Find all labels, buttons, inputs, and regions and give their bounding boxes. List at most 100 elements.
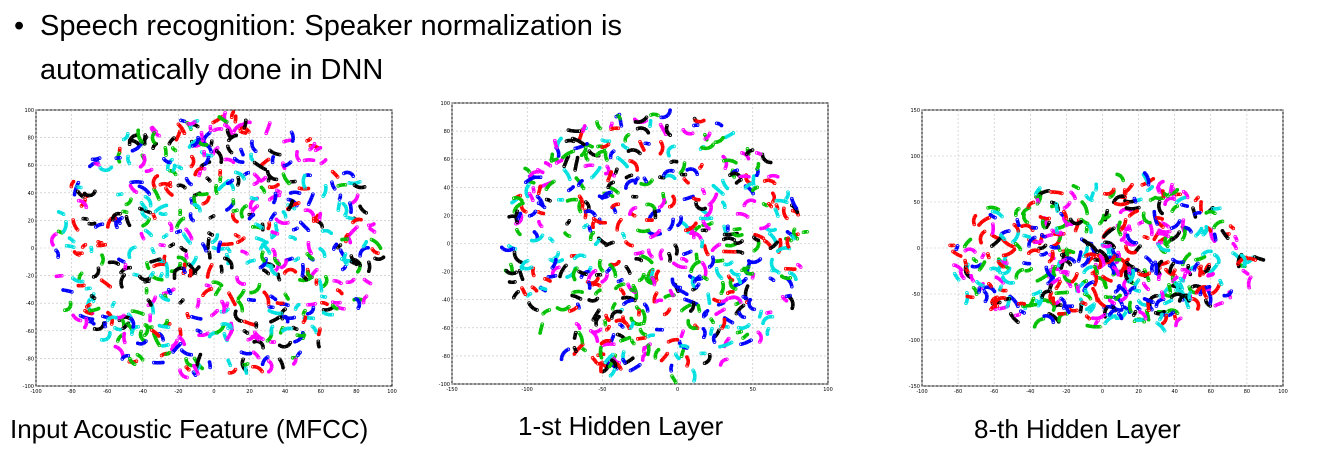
scatter-point <box>714 312 719 316</box>
y-tick-label: 40 <box>28 191 34 197</box>
scatter-point <box>184 255 189 260</box>
scatter-point <box>746 174 751 179</box>
scatter-point <box>205 192 209 196</box>
scatter-point <box>222 331 227 336</box>
scatter-point <box>54 274 59 279</box>
scatter-point <box>750 148 755 152</box>
scatter-point <box>103 242 108 247</box>
scatter-point <box>705 309 710 313</box>
scatter-point <box>679 172 684 177</box>
scatter-point <box>698 166 702 170</box>
caption-input-features: Input Acoustic Feature (MFCC) <box>10 414 369 444</box>
scatter-point <box>563 231 567 235</box>
scatter-point <box>510 200 514 205</box>
scatter-point <box>680 308 684 313</box>
scatter-point <box>583 215 588 220</box>
scatter-point <box>148 318 152 323</box>
scatter-point <box>84 286 89 291</box>
scatter-point <box>293 237 298 241</box>
scatter-point <box>218 169 223 173</box>
scatter-point <box>607 318 611 322</box>
scatter-point <box>684 292 689 297</box>
scatter-point <box>198 352 203 357</box>
scatter-point <box>746 259 751 263</box>
scatter-point <box>580 202 585 207</box>
scatter-point <box>70 276 75 280</box>
scatter-point <box>183 270 187 274</box>
scatter-point <box>305 311 310 316</box>
scatter-point <box>325 302 329 307</box>
scatter-point <box>656 269 661 274</box>
scatter-point <box>653 215 658 220</box>
scatter-point <box>650 218 654 222</box>
scatter-point <box>270 230 275 234</box>
scatter-point <box>334 242 339 247</box>
scatter-point <box>668 288 673 293</box>
scatter-point <box>635 168 640 172</box>
scatter-point <box>276 182 280 187</box>
scatter-point <box>775 249 780 253</box>
scatter-point <box>355 269 360 274</box>
scatter-point <box>254 324 259 329</box>
scatter-point <box>258 265 263 270</box>
scatter-point <box>531 186 536 190</box>
scatter-point <box>235 275 239 280</box>
scatter-point <box>556 197 561 202</box>
scatter-point <box>552 138 557 143</box>
y-tick-label: -100 <box>23 384 34 390</box>
scatter-point <box>671 217 675 222</box>
scatter-point <box>605 164 610 169</box>
scatter-point <box>536 170 540 174</box>
scatter-point <box>587 286 592 290</box>
scatter-point <box>189 182 193 187</box>
scatter-point <box>709 317 714 322</box>
scatter-point <box>76 251 81 255</box>
scatter-point <box>219 264 224 269</box>
scatter-point <box>362 185 367 189</box>
scatter-point <box>277 193 282 198</box>
scatter-point <box>607 364 612 369</box>
scatter-point <box>622 235 627 239</box>
scatter-point <box>202 150 206 154</box>
scatter-point <box>786 244 791 249</box>
scatter-point <box>96 266 101 271</box>
scatter-point <box>76 283 81 288</box>
scatter-point <box>71 218 76 222</box>
scatter-point <box>268 340 273 344</box>
scatter-point <box>629 338 634 343</box>
scatter-point <box>587 298 592 302</box>
scatter-point <box>295 333 300 337</box>
scatter-point <box>291 362 296 366</box>
scatter-point <box>707 131 712 136</box>
scatter-point <box>240 214 245 219</box>
scatter-point <box>336 208 341 212</box>
scatter-point <box>105 225 110 229</box>
scatter-point <box>242 362 246 367</box>
scatter-point <box>240 160 245 164</box>
scatter-point <box>240 249 244 254</box>
scatter-point <box>91 321 96 326</box>
scatter-point <box>306 186 311 191</box>
scatter-point <box>527 213 532 218</box>
scatter-point <box>131 325 136 329</box>
scatter-point <box>89 294 94 298</box>
scatter-point <box>182 131 187 136</box>
scatter-point <box>80 245 85 249</box>
scatter-point <box>768 160 773 165</box>
x-tick-label: -100 <box>522 387 533 393</box>
scatter-point <box>677 356 681 361</box>
scatter-point <box>300 273 305 278</box>
scatter-point <box>165 167 170 172</box>
scatter-point <box>78 185 83 190</box>
scatter-point <box>717 328 721 333</box>
x-tick-label: 100 <box>387 389 397 395</box>
y-tick-label: 40 <box>444 185 450 191</box>
scatter-point <box>149 126 154 131</box>
scatter-point <box>585 223 589 227</box>
scatter-point <box>182 185 187 190</box>
scatter-point <box>714 192 719 197</box>
scatter-point <box>121 209 125 214</box>
scatter-point <box>235 219 239 224</box>
scatter-point <box>672 176 677 181</box>
scatter-point <box>281 210 286 214</box>
